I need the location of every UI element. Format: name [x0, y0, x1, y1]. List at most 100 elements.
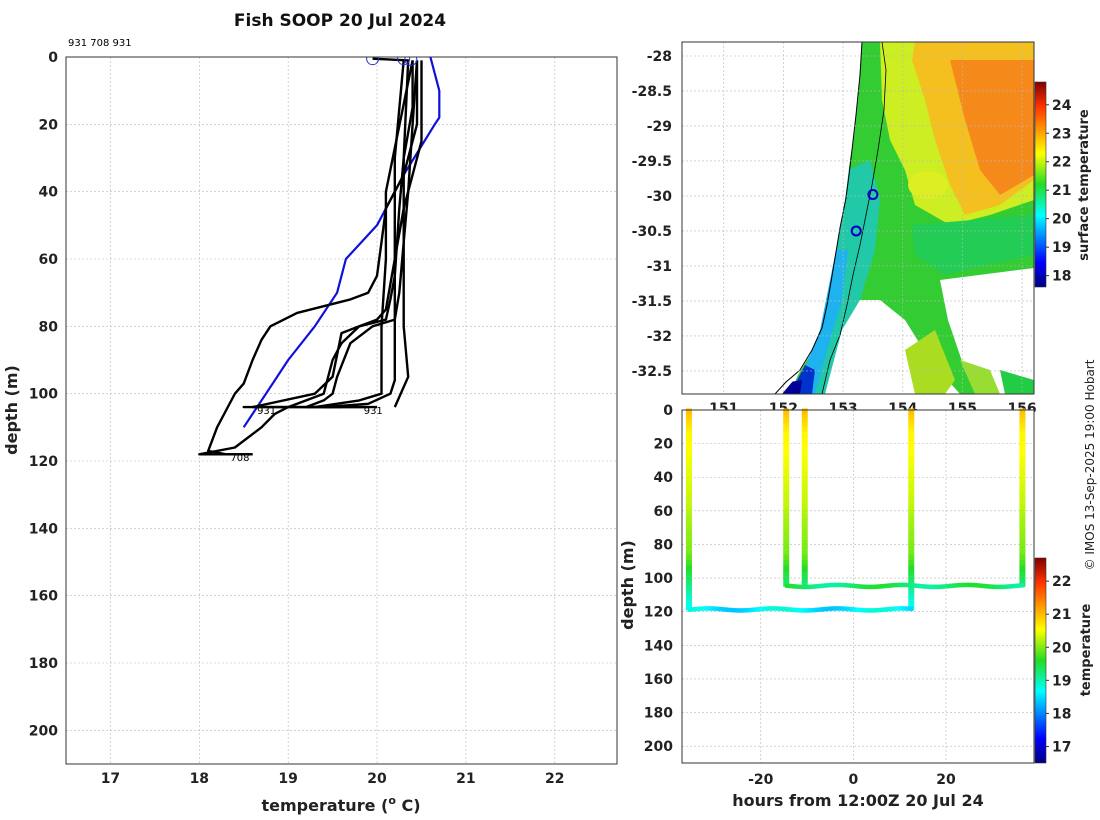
- cast-3-sample: [801, 576, 808, 581]
- bottom-track-2-sample: [1000, 584, 1004, 590]
- profile-x-tick-21: 21: [456, 771, 475, 787]
- bottom-track-2-sample: [919, 583, 923, 589]
- cast-1-sample: [685, 469, 692, 473]
- cast-2-sample: [783, 485, 790, 490]
- bottom-track-1-sample: [780, 606, 784, 612]
- cast-1-sample: [685, 499, 692, 503]
- cast-5-sample: [1019, 569, 1026, 574]
- cast-3-sample: [801, 489, 808, 493]
- bottom-track-2-sample: [979, 583, 983, 588]
- cast-3-sample: [801, 529, 808, 534]
- bottom-track-1-sample: [794, 607, 798, 613]
- cast-4-sample: [908, 428, 915, 433]
- cast-4-sample: [908, 458, 915, 463]
- time-y-label: depth (m): [618, 540, 637, 630]
- bottom-track-1-sample: [759, 606, 763, 612]
- cast-1-sample: [685, 489, 692, 493]
- cast-2-sample: [783, 458, 790, 463]
- bottom-track-1-sample: [831, 606, 835, 611]
- cast-5-sample: [1019, 442, 1026, 446]
- bottom-track-2-sample: [988, 584, 992, 589]
- bottom-track-2-sample: [847, 583, 851, 588]
- cast-2-sample: [783, 465, 790, 470]
- cast-4-sample: [908, 421, 915, 426]
- time-x-tick-0: 0: [848, 772, 858, 788]
- cast-5-sample: [1019, 479, 1026, 483]
- cast-5-sample: [1019, 489, 1026, 493]
- cast-1-sample: [685, 462, 692, 466]
- map-station-1: [867, 189, 879, 201]
- cast-4-sample: [908, 593, 915, 597]
- cast-3-sample: [801, 526, 808, 530]
- cast-4-sample: [908, 600, 915, 604]
- cast-2-sample: [783, 425, 790, 429]
- time-y-tick-20: 20: [654, 437, 674, 453]
- cast-2-sample: [783, 415, 790, 419]
- bottom-track-1-sample: [692, 607, 696, 612]
- cast-4-sample: [908, 556, 915, 560]
- cast-1-sample: [685, 586, 692, 591]
- cast-2-sample: [783, 579, 790, 584]
- bottom-track-2-sample: [861, 584, 865, 589]
- profile-y-tick-80: 80: [39, 319, 59, 335]
- bottom-track-1-sample: [747, 607, 751, 613]
- cast-3-sample: [801, 492, 808, 497]
- cast-2-sample: [783, 428, 790, 433]
- cast-1-sample: [685, 472, 692, 476]
- bottom-track-2-sample: [900, 582, 904, 588]
- bottom-track-2-sample: [1018, 583, 1022, 588]
- bottom-track-1-sample: [703, 606, 707, 611]
- bottom-track-1-sample: [808, 608, 812, 613]
- bottom-track-2-sample: [884, 583, 888, 589]
- cast-column-2: [783, 408, 790, 587]
- bottom-track-2-sample: [856, 584, 860, 589]
- surface-marker-3: [404, 57, 418, 66]
- cast-1-sample: [685, 579, 692, 584]
- cast-2-sample: [783, 489, 790, 493]
- temperature-colorbar-tick-21: 21: [1052, 607, 1071, 623]
- bottom-track-2-sample: [965, 582, 969, 588]
- cast-2-sample: [783, 442, 790, 446]
- cast-4-sample: [908, 559, 915, 564]
- time-x-ticks: -20 0 20: [748, 772, 956, 788]
- profile-x-tick-19: 19: [278, 771, 297, 787]
- bottom-track-2-sample: [798, 584, 802, 590]
- bottom-track-2-sample: [796, 584, 800, 589]
- cast-4-sample: [908, 475, 915, 480]
- cast-1-sample: [685, 445, 692, 449]
- time-y-tick-40: 40: [654, 470, 674, 486]
- bottom-track-2-sample: [1009, 584, 1013, 589]
- bottom-track-2-sample: [789, 583, 793, 589]
- bottom-track-1-sample: [856, 607, 860, 613]
- cast-3-sample: [801, 539, 808, 544]
- cast-5-sample: [1019, 526, 1026, 530]
- cast-5-sample: [1019, 492, 1026, 497]
- cast-1-sample: [685, 556, 692, 560]
- cast-5-sample: [1019, 435, 1026, 439]
- bottom-track-2-sample: [933, 584, 937, 590]
- bottom-track-1-sample: [875, 607, 879, 613]
- bottom-track-2-sample: [993, 584, 997, 590]
- bottom-track-2-sample: [866, 584, 870, 590]
- temperature-colorbar: [1034, 557, 1047, 764]
- bottom-track-2-sample: [921, 584, 925, 589]
- profile-axes-frame: [65, 56, 618, 765]
- profile-y-tick-60: 60: [39, 252, 59, 268]
- bottom-track-1-sample: [812, 607, 816, 613]
- cast-4-sample: [908, 445, 915, 449]
- cast-3-sample: [801, 499, 808, 503]
- bottom-track-2-sample: [835, 582, 839, 588]
- cast-1-sample: [685, 583, 692, 587]
- bottom-track-1-sample: [722, 607, 726, 612]
- cast-5-sample: [1019, 529, 1026, 534]
- cast-5-sample: [1019, 428, 1026, 433]
- cast-2-sample: [783, 522, 790, 527]
- cast-2-sample: [783, 573, 790, 577]
- bottom-track-1-sample: [690, 607, 694, 612]
- bottom-track-1-sample: [833, 606, 837, 611]
- bottom-track-2-sample: [937, 584, 941, 590]
- temperature-colorbar-tick-22: 22: [1052, 574, 1071, 590]
- cast-3-sample: [801, 536, 808, 540]
- cast-1-sample: [685, 452, 692, 456]
- map-lat-tick--31.5: -31.5: [632, 294, 672, 310]
